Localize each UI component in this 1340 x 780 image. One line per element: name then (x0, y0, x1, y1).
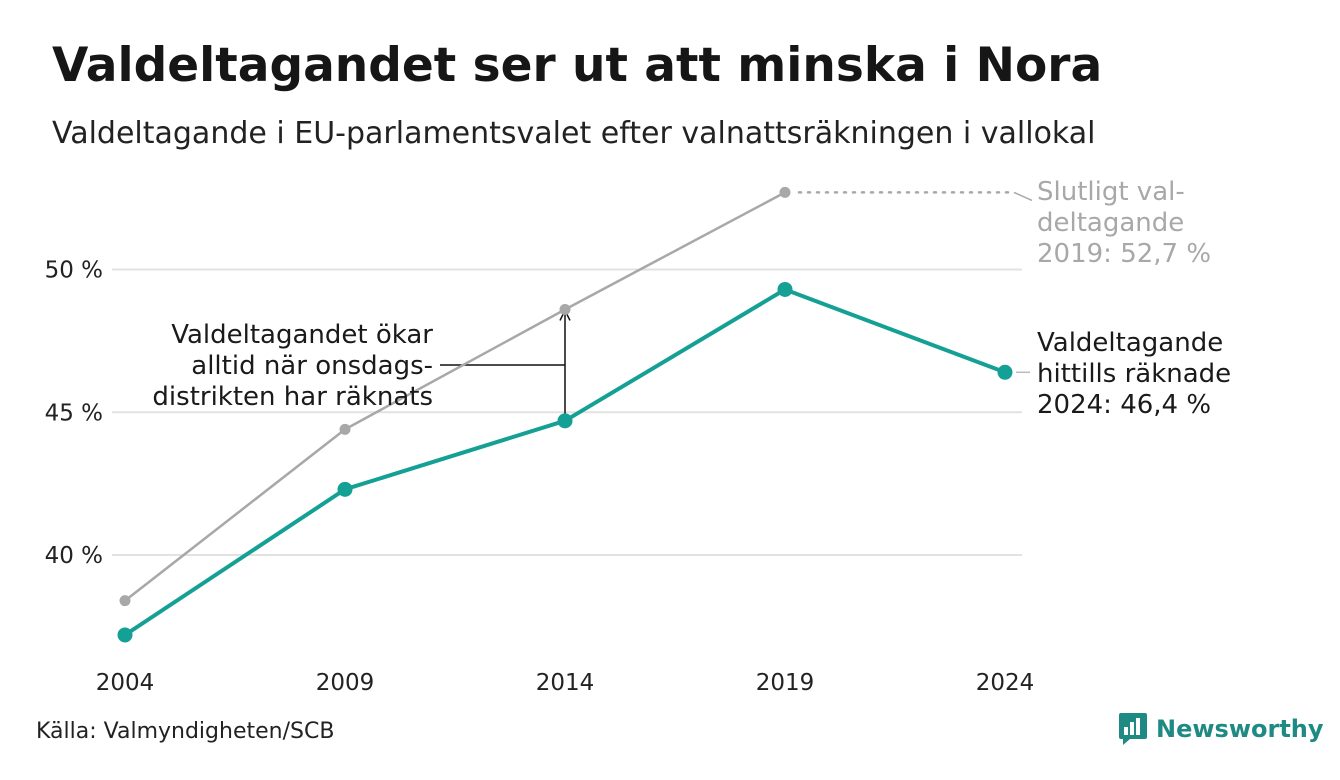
gridlines (112, 268, 1022, 556)
x-tick-label: 2004 (96, 670, 155, 696)
annotation-line: alltid när onsdags- (191, 351, 433, 381)
brand-logo: Newsworthy (1118, 712, 1324, 746)
annotation-line: 2024: 46,4 % (1037, 390, 1211, 420)
final-turnout-point (339, 423, 351, 435)
x-axis-labels: 2004 2009 2014 2019 2024 (96, 670, 1035, 696)
annotation-line: 2019: 52,7 % (1037, 239, 1211, 269)
annotation-line: Valdeltagandet ökar (171, 320, 433, 350)
x-tick-label: 2009 (316, 670, 375, 696)
annotation-line: Slutligt val- (1037, 177, 1185, 207)
election-night-point (557, 413, 573, 429)
election-night-point (997, 364, 1013, 380)
final-turnout-point (119, 595, 131, 607)
final-label-connector (1013, 191, 1033, 202)
brand-name: Newsworthy (1156, 715, 1324, 743)
x-tick-label: 2019 (756, 670, 815, 696)
y-tick-label: 40 % (45, 543, 103, 569)
y-tick-label: 50 % (45, 258, 103, 284)
x-tick-label: 2024 (976, 670, 1035, 696)
annotation-connectors (440, 191, 1033, 415)
election-night-point (777, 281, 793, 297)
election-night-point (337, 481, 353, 497)
y-axis-labels: 40 % 45 % 50 % (45, 258, 103, 570)
election-night-point (117, 627, 133, 643)
final-turnout-point (559, 303, 571, 315)
annotation-line: distrikten har räknats (152, 382, 433, 412)
chart-title: Valdeltagandet ser ut att minska i Nora (52, 38, 1103, 93)
annotation-line: hittills räknade (1037, 359, 1231, 389)
bar-chart-speech-bubble-icon (1119, 713, 1147, 745)
series-group (117, 186, 1013, 643)
annotation-line: Valdeltagande (1037, 328, 1223, 358)
line-chart: 40 % 45 % 50 % 2004 2009 2014 2019 2024 Slutli… (45, 177, 1232, 696)
annotation-line: deltagande (1037, 208, 1184, 238)
final-turnout-point (779, 186, 791, 198)
y-tick-label: 45 % (45, 400, 103, 426)
chart-subtitle: Valdeltagande i EU-parlamentsvalet efter… (52, 116, 1096, 151)
x-tick-label: 2014 (536, 670, 595, 696)
final-turnout-line (123, 191, 787, 602)
source-note: Källa: Valmyndigheten/SCB (36, 719, 335, 744)
